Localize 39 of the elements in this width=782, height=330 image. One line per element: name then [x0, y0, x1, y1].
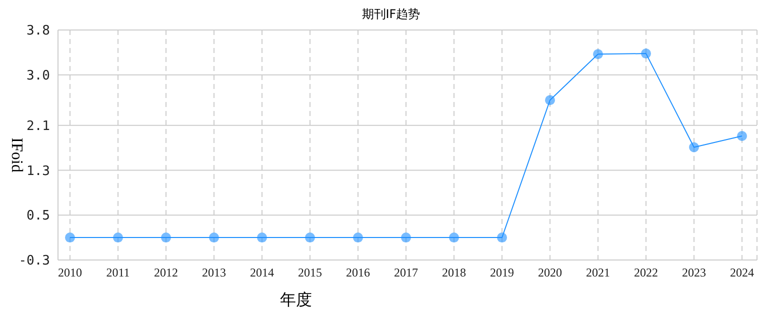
y-tick-label: 2.1: [26, 118, 50, 134]
point: [257, 232, 267, 243]
point: [449, 232, 459, 243]
point: [65, 232, 75, 243]
x-tick-label: 2010: [58, 266, 82, 280]
point: [353, 232, 363, 243]
point: [497, 232, 507, 243]
point: [401, 232, 411, 243]
point: [209, 232, 219, 243]
point: [593, 49, 603, 60]
x-tick-label: 2022: [634, 266, 658, 280]
x-tick-label: 2021: [586, 266, 610, 280]
x-tick-label: 2024: [730, 266, 754, 280]
x-tick-label: 2020: [538, 266, 562, 280]
x-tick-label: 2017: [394, 266, 418, 280]
point: [737, 131, 747, 142]
x-tick-label: 2016: [346, 266, 370, 280]
x-axis-title: 年度: [279, 290, 313, 311]
x-tick-label: 2015: [298, 266, 322, 280]
x-tick-label: 2012: [154, 266, 178, 280]
y-tick-label: 3.8: [26, 24, 50, 39]
point: [689, 142, 699, 152]
chart-title: 期刊IF趋势: [360, 6, 422, 23]
point: [641, 48, 651, 59]
point: [305, 232, 315, 243]
point: [161, 232, 171, 243]
x-tick-label: 2019: [490, 266, 514, 280]
y-tick-label: -0.3: [18, 254, 50, 269]
y-axis-title: IFoid: [7, 136, 25, 174]
x-tick-label: 2018: [442, 266, 466, 280]
x-tick-label: 2023: [682, 266, 706, 280]
y-tick-label: 0.5: [26, 208, 50, 224]
x-tick-label: 2011: [106, 266, 130, 280]
y-tick-label: 3.0: [26, 68, 50, 84]
x-tick-label: 2013: [202, 266, 226, 280]
point: [113, 232, 123, 243]
x-tick-label: 2014: [250, 266, 274, 280]
y-tick-label: 1.3: [26, 164, 50, 179]
point: [545, 95, 555, 106]
